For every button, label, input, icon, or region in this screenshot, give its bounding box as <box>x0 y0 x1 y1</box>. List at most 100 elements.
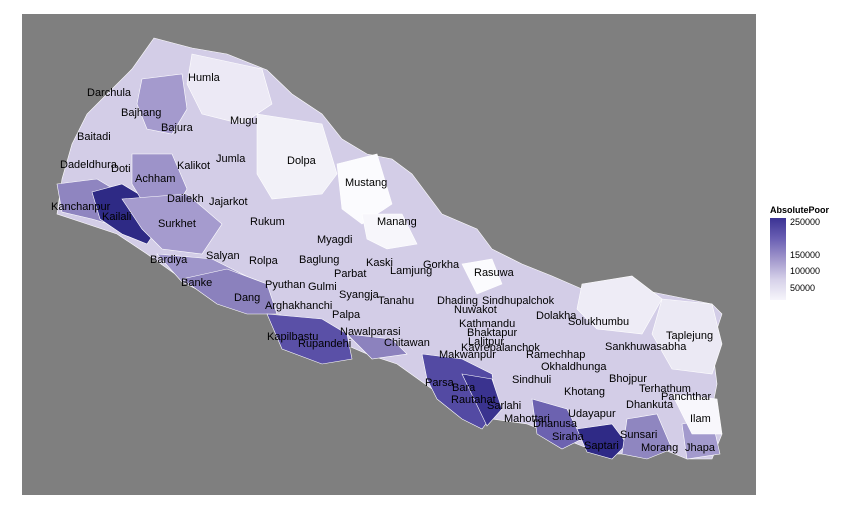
district-label: Bajhang <box>121 107 161 119</box>
district-label: Achham <box>135 173 175 185</box>
district-label: Ramechhap <box>526 349 585 361</box>
district-region <box>461 258 503 295</box>
district-label: Dang <box>234 292 260 304</box>
district-region <box>346 333 408 360</box>
district-label: Darchula <box>87 87 132 99</box>
district-label: Chitawan <box>384 337 430 349</box>
district-region <box>461 373 503 427</box>
district-region <box>531 398 583 450</box>
district-label: Bara <box>452 382 476 394</box>
district-label: Baitadi <box>77 131 111 143</box>
district-label: Humla <box>188 72 221 84</box>
district-label: Panchthar <box>661 391 711 403</box>
district-label: Taplejung <box>666 330 713 342</box>
district-label: Udayapur <box>568 408 616 420</box>
district-label: Dolpa <box>287 155 317 167</box>
district-region <box>136 73 188 135</box>
district-label: Parbat <box>334 268 366 280</box>
district-region <box>121 193 223 255</box>
district-label: Dhanusa <box>533 418 578 430</box>
district-label: Kaski <box>366 257 393 269</box>
legend-tick: 150000 <box>790 250 821 260</box>
district-label: Mustang <box>345 177 387 189</box>
legend-colorbar <box>770 218 786 300</box>
district-label: Rautahat <box>451 394 496 406</box>
district-label: Bhojpur <box>609 373 647 385</box>
legend-title: AbsolutePoor <box>770 205 830 215</box>
district-label: Banke <box>181 277 212 289</box>
district-label: Kalikot <box>177 160 210 172</box>
legend-tick: 100000 <box>790 266 821 276</box>
district-region <box>576 423 628 460</box>
district-region <box>186 53 273 125</box>
district-label: Dailekh <box>167 193 204 205</box>
district-label: Bardiya <box>150 254 188 266</box>
map-panel: Humla Darchula Bajhang Mugu Bajura Baitadi Jum… <box>22 14 756 495</box>
district-regions <box>56 37 723 460</box>
district-label: Sindhuli <box>512 374 551 386</box>
district-label: Dhankuta <box>626 399 674 411</box>
district-label: Okhaldhunga <box>541 361 607 373</box>
district-label: Surkhet <box>158 218 196 230</box>
district-region <box>576 275 663 335</box>
district-label: Rupandehi <box>298 338 351 350</box>
district-label: Terhathum <box>639 383 691 395</box>
district-label: Dhading <box>437 295 478 307</box>
district-label: Jhapa <box>685 442 716 454</box>
district-label: Kathmandu <box>459 318 515 330</box>
district-region <box>671 393 723 435</box>
district-label: Mahottari <box>504 413 550 425</box>
district-label: Jajarkot <box>209 196 248 208</box>
district-label: Arghakhanchi <box>265 300 332 312</box>
district-region <box>266 313 353 365</box>
district-label: Rolpa <box>249 255 279 267</box>
district-label: Ilam <box>690 413 711 425</box>
district-label: Lalitpur <box>468 336 504 348</box>
district-region <box>181 268 278 315</box>
district-labels: Humla Darchula Bajhang Mugu Bajura Baitadi Jum… <box>51 72 716 454</box>
district-label: Myagdi <box>317 234 352 246</box>
district-label: Salyan <box>206 250 240 262</box>
district-region <box>651 298 723 375</box>
district-label: Baglung <box>299 254 339 266</box>
district-label: Mugu <box>230 115 258 127</box>
district-label: Palpa <box>332 309 361 321</box>
district-label: Manang <box>377 216 417 228</box>
district-label: Saptari <box>584 440 619 452</box>
district-label: Morang <box>641 442 678 454</box>
district-region <box>256 113 338 200</box>
district-label: Makwanpur <box>439 349 496 361</box>
district-label: Siraha <box>552 431 585 443</box>
legend-tick: 50000 <box>790 283 816 293</box>
district-label: Bhaktapur <box>467 327 517 339</box>
district-region <box>621 413 673 460</box>
nepal-choropleth-map: Humla Darchula Bajhang Mugu Bajura Baitadi Jum… <box>51 37 723 460</box>
district-label: Gorkha <box>423 259 460 271</box>
district-label: Khotang <box>564 386 605 398</box>
district-label: Bajura <box>161 122 194 134</box>
district-label: Nuwakot <box>454 304 497 316</box>
district-label: Sarlahi <box>487 400 521 412</box>
district-label: Sunsari <box>620 429 657 441</box>
district-label: Kailali <box>102 211 131 223</box>
district-label: Kanchanpur <box>51 201 111 213</box>
district-label: Sindhupalchok <box>482 295 555 307</box>
district-label: Gulmi <box>308 281 337 293</box>
district-label: Jumla <box>216 153 246 165</box>
district-label: Nawalparasi <box>340 326 401 338</box>
district-label: Pyuthan <box>265 279 305 291</box>
district-label: Syangja <box>339 289 380 301</box>
district-label: Kavrepalanchok <box>461 342 540 354</box>
district-label: Dolakha <box>536 310 577 322</box>
district-label: Sankhuwasabha <box>605 341 687 353</box>
district-label: Lamjung <box>390 265 432 277</box>
legend-tick: 250000 <box>790 217 821 227</box>
district-label: Rasuwa <box>474 267 515 279</box>
district-label: Solukhumbu <box>568 316 629 328</box>
district-label: Doti <box>111 163 131 175</box>
district-label: Rukum <box>250 216 285 228</box>
district-label: Parsa <box>425 377 455 389</box>
district-label: Tanahu <box>378 295 414 307</box>
district-region <box>421 353 498 430</box>
legend: AbsolutePoor 250000 150000 100000 50000 <box>770 205 860 305</box>
